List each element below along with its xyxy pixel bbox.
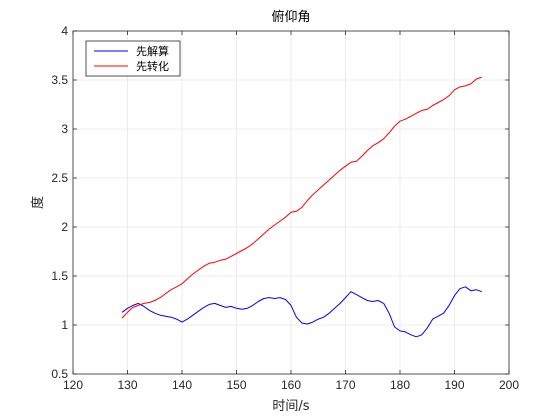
series-layer: [121, 76, 482, 338]
y-axis-label: 度: [30, 196, 46, 209]
x-tick-label: 140: [172, 378, 192, 392]
y-tick-label: 4: [61, 24, 68, 38]
legend-box: [85, 40, 181, 77]
x-tick-label: 200: [499, 378, 519, 392]
x-tick-label: 150: [226, 378, 246, 392]
y-tick-label: 2: [61, 220, 68, 234]
y-tick-label: 3.5: [51, 73, 68, 87]
x-tick-label: 130: [117, 378, 137, 392]
legend-label-xiansuan: 先解算: [136, 44, 169, 58]
y-tick-label: 1.5: [51, 269, 68, 283]
y-tick-label: 3: [61, 122, 68, 136]
y-tick-label: 0.5: [51, 367, 68, 381]
x-tick-label: 180: [390, 378, 410, 392]
chart-title: 俯仰角: [271, 9, 310, 25]
legend-label-xianzhuanhua: 先转化: [136, 59, 169, 73]
x-tick-label: 120: [63, 378, 83, 392]
grid: [73, 31, 509, 374]
x-tick-label: 190: [444, 378, 464, 392]
y-tick-label: 2.5: [51, 171, 68, 185]
x-tick-label: 170: [335, 378, 355, 392]
legend: 先解算 先转化: [85, 40, 181, 77]
y-tick-label: 1: [61, 318, 68, 332]
ticks: 120 130 140 150 160 170 180 190 200 0.5 1 1.5 2 2.5 3 3…: [51, 24, 519, 392]
x-axis-label: 时间/s: [272, 399, 309, 414]
series-line-xianzhuanhua: [121, 76, 482, 319]
series-line-xiansuan: [121, 286, 482, 338]
x-tick-label: 160: [281, 378, 301, 392]
